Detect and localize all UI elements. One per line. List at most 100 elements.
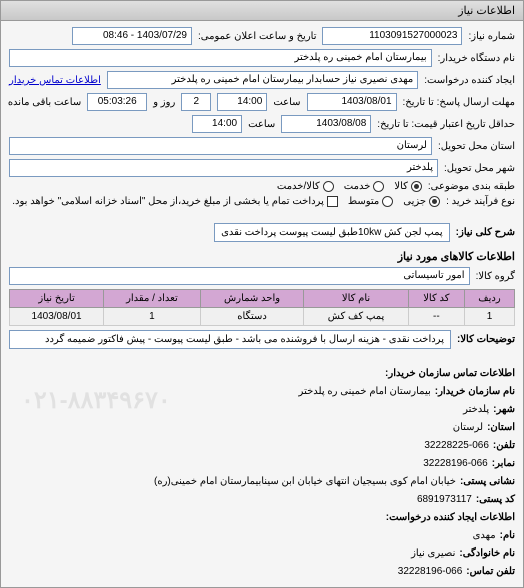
valid-hour-field: 14:00 — [192, 115, 242, 133]
need-no-label: شماره نیاز: — [468, 31, 515, 42]
contact-section: ۰۲۱-۸۸۳۴۹۶۷۰ اطلاعات تماس سازمان خریدار:… — [1, 359, 523, 587]
remain-suffix: ساعت باقی مانده — [8, 97, 81, 108]
row-need-desc: شرح کلی نیاز: پمپ لجن کش 10kwطبق لیست پی… — [9, 223, 515, 242]
purchase-medium-label: متوسط — [348, 196, 379, 207]
purchase-note-item[interactable]: پرداخت تمام یا بخشی از مبلغ خرید،از محل … — [12, 196, 338, 207]
th-name: نام کالا — [304, 290, 408, 308]
contact-province-label: استان: — [487, 419, 515, 437]
creator-title-row: اطلاعات ایجاد کننده درخواست: — [9, 509, 515, 527]
creator-field: مهدی نصیری نیاز حسابدار بیمارستان امام خ… — [107, 71, 418, 89]
row-deadline: مهلت ارسال پاسخ: تا تاریخ: 1403/08/01 سا… — [9, 93, 515, 111]
announce-label: تاریخ و ساعت اعلان عمومی: — [198, 31, 317, 42]
contact-link[interactable]: اطلاعات تماس خریدار — [9, 75, 101, 86]
contact-fax: 32228196-066 — [423, 455, 488, 473]
need-info-panel: اطلاعات نیاز شماره نیاز: 110309152700002… — [0, 0, 524, 588]
budget-service-label: خدمت — [344, 181, 371, 192]
row-purchase-type: نوع فرآیند خرید : جزیی متوسط پرداخت تمام… — [9, 196, 515, 207]
remain-time-field: 05:03:26 — [87, 93, 147, 111]
contact-postal-label: کد پستی: — [476, 491, 515, 509]
td-row: 1 — [464, 308, 514, 326]
purchase-radio-group: جزیی متوسط پرداخت تمام یا بخشی از مبلغ خ… — [12, 196, 440, 207]
goods-table: ردیف کد کالا نام کالا واحد شمارش تعداد /… — [9, 289, 515, 326]
goods-info-title: اطلاعات کالاهای مورد نیاز — [9, 250, 515, 263]
creator-lastname-label: نام خانوادگی: — [459, 545, 515, 563]
row-delivery-province: استان محل تحویل: لرستان — [9, 137, 515, 155]
budget-radio-group: کالا خدمت کالا/خدمت — [277, 181, 422, 192]
budget-goods-label: کالا — [394, 181, 408, 192]
goods-group-field: امور تاسیساتی — [9, 267, 470, 285]
row-valid: حداقل تاریخ اعتبار قیمت: تا تاریخ: 1403/… — [9, 115, 515, 133]
row-goods-group: گروه کالا: امور تاسیساتی — [9, 267, 515, 285]
creator-phone-row: تلفن تماس: 32228196-066 — [9, 563, 515, 581]
creator-name-row: نام: مهدی — [9, 527, 515, 545]
contact-city: پلدختر — [463, 401, 489, 419]
creator-label: ایجاد کننده درخواست: — [424, 75, 515, 86]
contact-address-label: نشانی پستی: — [460, 473, 515, 491]
row-table-note: توضیحات کالا: پرداخت نقدی - هزینه ارسال … — [9, 330, 515, 349]
contact-org: بیمارستان امام خمینی ره پلدختر — [299, 383, 431, 401]
deadline-date-field: 1403/08/01 — [307, 93, 397, 111]
contact-postal: 6891973117 — [417, 491, 472, 509]
contact-org-row: نام سازمان خریدار: بیمارستان امام خمینی … — [9, 383, 515, 401]
contact-title-row: اطلاعات تماس سازمان خریدار: — [9, 365, 515, 383]
remain-day-suffix: روز و — [153, 97, 175, 108]
row-buyer-org: نام دستگاه خریدار: بیمارستان امام خمینی … — [9, 49, 515, 67]
table-row: 1 -- پمپ کف کش دستگاه 1 1403/08/01 — [10, 308, 515, 326]
purchase-medium-item[interactable]: متوسط — [348, 196, 393, 207]
contact-org-label: نام سازمان خریدار: — [435, 383, 515, 401]
creator-phone: 32228196-066 — [398, 563, 463, 581]
purchase-note-label: پرداخت تمام یا بخشی از مبلغ خرید،از محل … — [12, 196, 324, 207]
creator-name-label: نام: — [500, 527, 515, 545]
goods-group-label: گروه کالا: — [476, 271, 515, 282]
contact-province: لرستان — [453, 419, 483, 437]
table-header-row: ردیف کد کالا نام کالا واحد شمارش تعداد /… — [10, 290, 515, 308]
purchase-partial-item[interactable]: جزیی — [403, 196, 440, 207]
contact-fax-row: نمابر: 32228196-066 — [9, 455, 515, 473]
contact-address-row: نشانی پستی: خیابان امام کوی بسیجیان انته… — [9, 473, 515, 491]
row-creator: ایجاد کننده درخواست: مهدی نصیری نیاز حسا… — [9, 71, 515, 89]
contact-city-row: شهر: پلدختر — [9, 401, 515, 419]
valid-date-field: 1403/08/08 — [281, 115, 371, 133]
th-code: کد کالا — [408, 290, 464, 308]
contact-postal-row: کد پستی: 6891973117 — [9, 491, 515, 509]
td-code: -- — [408, 308, 464, 326]
budget-mixed-label: کالا/خدمت — [277, 181, 320, 192]
contact-fax-label: نمابر: — [492, 455, 515, 473]
announce-field: 1403/07/29 - 08:46 — [72, 27, 192, 45]
radio-icon — [411, 181, 422, 192]
budget-goods-item[interactable]: کالا — [394, 181, 422, 192]
delivery-province-field: لرستان — [9, 137, 432, 155]
creator-phone-label: تلفن تماس: — [466, 563, 515, 581]
budget-class-label: طبقه بندی موضوعی: — [428, 181, 515, 192]
deadline-hour-label: ساعت — [273, 97, 300, 108]
contact-province-row: استان: لرستان — [9, 419, 515, 437]
deadline-label: مهلت ارسال پاسخ: تا تاریخ: — [403, 97, 515, 108]
contact-phone-row: تلفن: 32228225-066 — [9, 437, 515, 455]
radio-icon — [323, 181, 334, 192]
contact-phone: 32228225-066 — [424, 437, 489, 455]
delivery-city-field: پلدختر — [9, 159, 438, 177]
th-unit: واحد شمارش — [200, 290, 304, 308]
budget-service-item[interactable]: خدمت — [344, 181, 385, 192]
th-date: تاریخ نیاز — [10, 290, 104, 308]
td-qty: 1 — [104, 308, 201, 326]
valid-label: حداقل تاریخ اعتبار قیمت: تا تاریخ: — [377, 119, 515, 130]
checkbox-icon — [327, 196, 338, 207]
radio-icon — [373, 181, 384, 192]
need-desc-label: شرح کلی نیاز: — [456, 227, 515, 238]
valid-hour-label: ساعت — [248, 119, 275, 130]
radio-icon — [429, 196, 440, 207]
need-desc-box: پمپ لجن کش 10kwطبق لیست پیوست پرداخت نقد… — [214, 223, 450, 242]
td-name: پمپ کف کش — [304, 308, 408, 326]
deadline-hour-field: 14:00 — [217, 93, 267, 111]
budget-mixed-item[interactable]: کالا/خدمت — [277, 181, 334, 192]
panel-header: اطلاعات نیاز — [1, 1, 523, 21]
td-unit: دستگاه — [200, 308, 304, 326]
contact-address: خیابان امام کوی بسیجیان انتهای خیابان اب… — [154, 473, 456, 491]
delivery-city-label: شهر محل تحویل: — [444, 163, 515, 174]
th-qty: تعداد / مقدار — [104, 290, 201, 308]
table-note-label: توضیحات کالا: — [457, 334, 515, 345]
creator-name: مهدی — [473, 527, 496, 545]
form-area: شماره نیاز: 1103091527000023 تاریخ و ساع… — [1, 21, 523, 359]
creator-lastname: نصیری نیاز — [411, 545, 455, 563]
